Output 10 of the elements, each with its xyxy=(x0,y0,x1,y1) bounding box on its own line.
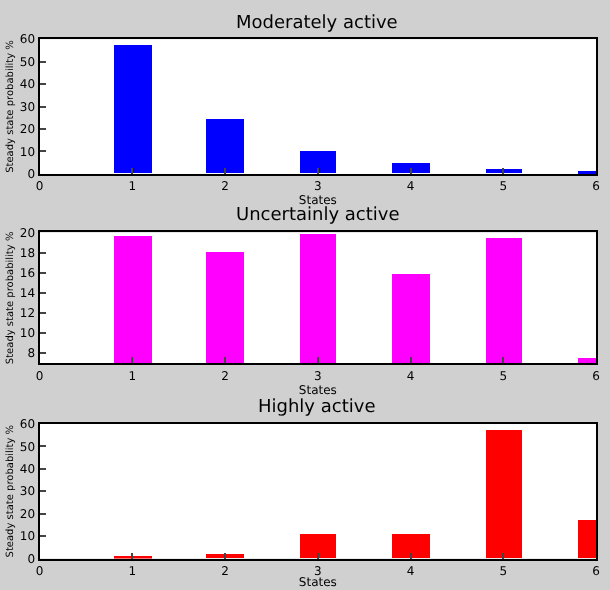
chart-title: Highly active xyxy=(258,398,377,418)
bar xyxy=(113,45,152,174)
bar xyxy=(299,151,336,174)
bar xyxy=(299,533,336,558)
chart-title: Moderately active xyxy=(236,14,399,34)
chart-title: Uncertainly active xyxy=(236,206,401,226)
bar xyxy=(485,429,522,558)
bar xyxy=(205,119,244,174)
bar xyxy=(391,533,430,558)
bar xyxy=(391,163,430,174)
